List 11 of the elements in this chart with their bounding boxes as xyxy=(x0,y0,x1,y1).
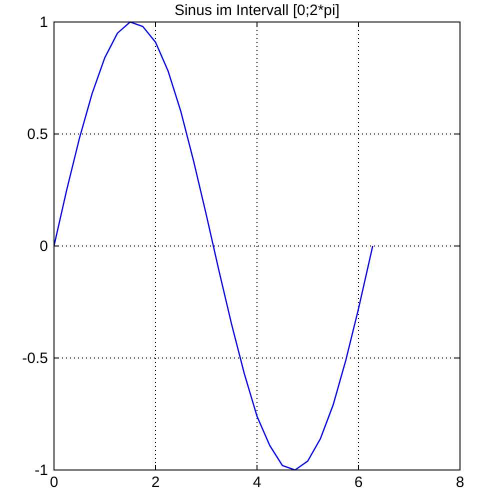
y-tick-label: 0.5 xyxy=(27,126,48,143)
x-tick-label: 2 xyxy=(151,474,160,491)
y-tick-label: 0 xyxy=(40,238,48,255)
y-tick-label: -0.5 xyxy=(22,350,48,367)
y-tick-label: -1 xyxy=(34,462,48,479)
x-tick-label: 4 xyxy=(252,474,262,491)
line-series xyxy=(53,21,374,471)
y-tick-label: 1 xyxy=(40,14,48,31)
x-tick-label: 6 xyxy=(354,474,363,491)
chart-title: Sinus im Intervall [0;2*pi] xyxy=(174,2,340,19)
x-tick-label: 8 xyxy=(456,474,464,491)
